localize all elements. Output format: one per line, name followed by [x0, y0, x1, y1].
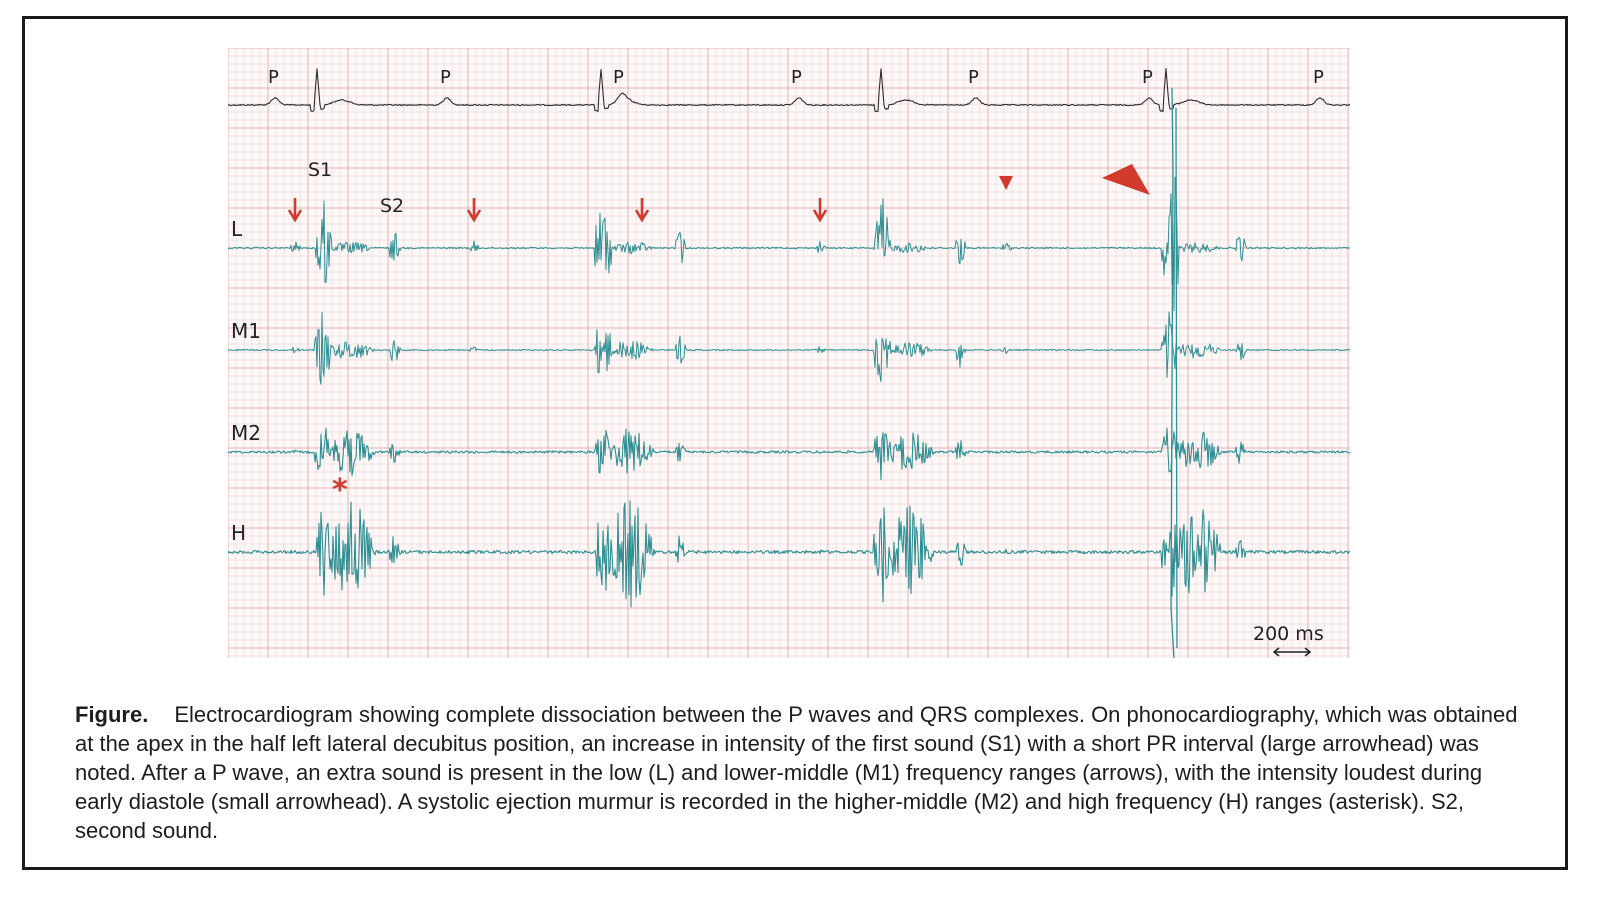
down-arrow-icon [287, 198, 303, 223]
caption-label: Figure. [75, 702, 149, 727]
large-arrowhead-icon [1102, 164, 1150, 195]
p-wave-label-5: P [968, 67, 979, 88]
ecg-grid [228, 48, 1350, 658]
channel-label-L: L [231, 217, 243, 241]
p-wave-label-2: P [440, 67, 451, 88]
channel-label-M1: M1 [231, 319, 261, 343]
down-arrow-icon [466, 198, 482, 223]
asterisk-marker: * [332, 473, 348, 508]
p-wave-label-4: P [791, 67, 802, 88]
p-wave-label-1: P [268, 67, 279, 88]
signal-traces [228, 67, 1350, 658]
phono-channel-H [228, 500, 1350, 608]
down-arrow-icon [634, 198, 650, 223]
red-arrow-annotations [287, 164, 1150, 223]
p-wave-label-7: P [1313, 67, 1324, 88]
p-wave-label-6: P [1142, 67, 1153, 88]
ecg-phono-svg: .plabel,.slabel,.chlabel,.scale{font-fam… [228, 48, 1350, 658]
caption-text: Electrocardiogram showing complete disso… [75, 702, 1518, 843]
giant-spike-trace [1170, 87, 1178, 658]
channel-label-H: H [231, 521, 246, 545]
phonocardiogram-figure: .plabel,.slabel,.chlabel,.scale{font-fam… [228, 48, 1350, 658]
figure-caption: Figure. Electrocardiogram showing complet… [75, 700, 1535, 845]
p-wave-label-3: P [613, 67, 624, 88]
phono-channel-M1 [228, 311, 1350, 385]
s2-label: S2 [380, 195, 404, 217]
scale-bar-double-arrow-icon [1272, 647, 1312, 657]
s1-label: S1 [308, 159, 332, 181]
scale-bar-label: 200 ms [1253, 623, 1324, 645]
ecg-trace [228, 67, 1350, 113]
channel-label-M2: M2 [231, 421, 261, 445]
small-arrowhead-icon [999, 176, 1013, 190]
phono-channel-L [228, 176, 1350, 312]
phono-channel-M2 [228, 427, 1350, 481]
down-arrow-icon [812, 198, 828, 223]
